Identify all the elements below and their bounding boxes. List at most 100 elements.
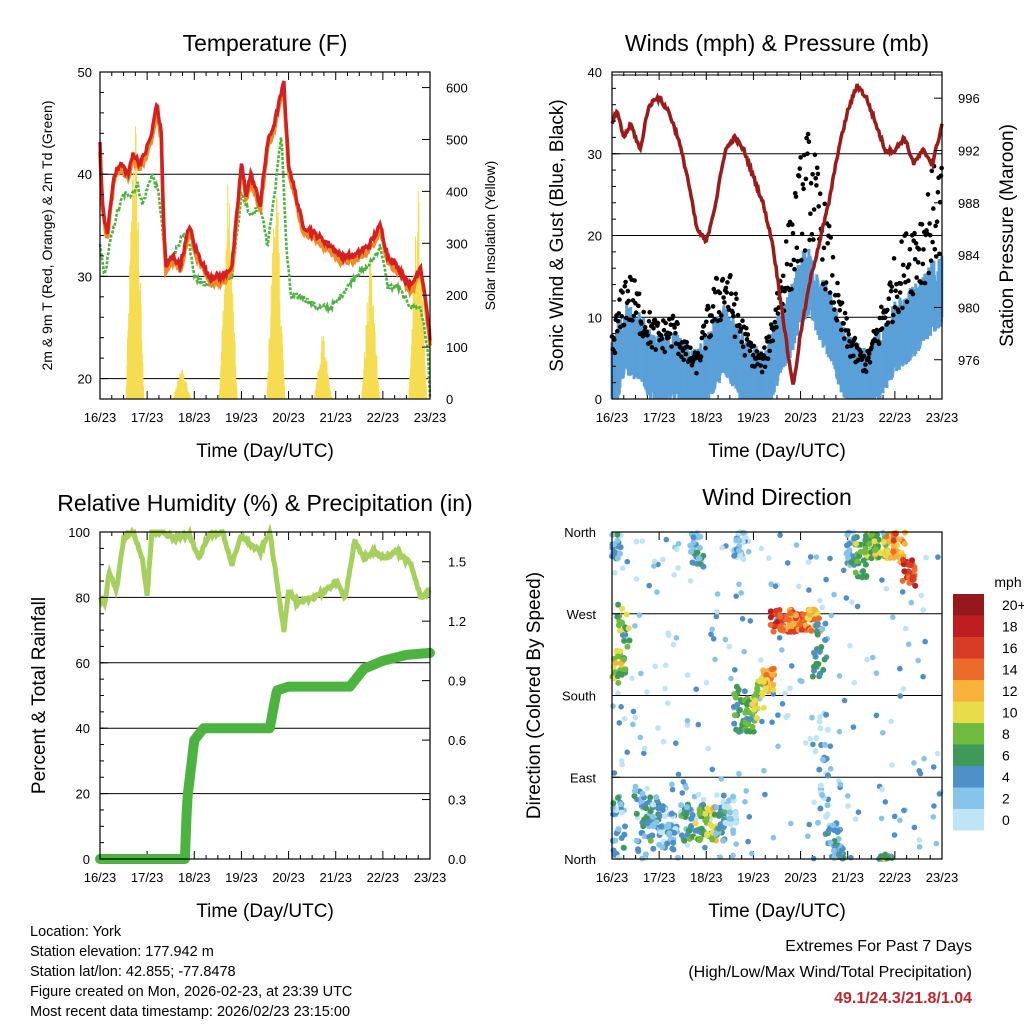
direction-point: [712, 656, 718, 663]
direction-point: [779, 701, 786, 707]
gust-point: [851, 353, 856, 359]
direction-point: [822, 620, 829, 627]
direction-point: [880, 730, 886, 736]
direction-point: [649, 813, 656, 820]
direction-point: [897, 693, 903, 699]
direction-point: [740, 529, 747, 536]
gust-point: [767, 348, 772, 354]
direction-point: [674, 546, 680, 553]
gust-point: [662, 349, 668, 355]
x-tick-label: 17/23: [643, 870, 676, 885]
gust-point: [641, 309, 646, 315]
gust-point: [717, 290, 723, 296]
y-axis-label: Percent & Total Rainfall: [29, 597, 50, 794]
direction-point: [637, 734, 644, 741]
direction-point: [769, 719, 775, 725]
gust-point: [845, 328, 851, 333]
x-axis-label: Time (Day/UTC): [708, 901, 846, 922]
direction-point: [641, 750, 647, 757]
gust-point: [925, 192, 931, 197]
direction-point: [675, 540, 682, 547]
gust-point: [704, 319, 709, 325]
y2-tick-label: 0.0: [448, 852, 466, 867]
gust-point: [845, 344, 850, 349]
y-tick-label: 50: [78, 65, 92, 80]
gust-point: [646, 319, 652, 324]
direction-point: [734, 701, 741, 708]
gust-point: [842, 336, 847, 341]
x-tick-label: 17/23: [643, 410, 676, 425]
direction-point: [916, 768, 922, 774]
legend-label: 20+: [1002, 597, 1024, 613]
gust-point: [879, 326, 885, 332]
direction-point: [733, 841, 739, 847]
direction-point: [785, 712, 791, 719]
gust-point: [762, 345, 767, 350]
direction-point: [740, 556, 747, 563]
gust-point: [703, 345, 708, 351]
gust-point: [919, 222, 925, 227]
gust-point: [888, 288, 894, 294]
direction-point: [873, 670, 880, 676]
direction-point: [863, 574, 870, 580]
gust-point: [810, 172, 815, 177]
direction-point: [819, 756, 826, 763]
direction-point: [644, 785, 650, 792]
gust-point: [930, 239, 935, 245]
gust-point: [730, 310, 735, 315]
direction-point: [632, 714, 639, 721]
direction-point: [681, 837, 688, 844]
gust-point: [672, 325, 677, 330]
gust-point: [814, 183, 819, 188]
gust-point: [626, 298, 631, 304]
x-tick-label: 23/23: [414, 870, 447, 885]
gust-point: [891, 256, 897, 261]
gust-point: [799, 258, 804, 263]
gust-point: [663, 320, 668, 326]
direction-point: [643, 805, 649, 812]
direction-point: [828, 612, 835, 619]
direction-point: [624, 643, 631, 650]
gust-point: [899, 239, 904, 244]
direction-point: [616, 720, 623, 726]
gust-point: [714, 276, 720, 281]
direction-point: [776, 635, 783, 641]
gust-point: [903, 231, 909, 236]
direction-point: [702, 810, 709, 817]
direction-point: [844, 793, 851, 799]
y-tick-label: 0: [595, 392, 602, 407]
direction-point: [621, 637, 628, 644]
direction-point: [617, 544, 624, 551]
gust-point: [910, 291, 916, 297]
direction-point: [619, 761, 625, 768]
y2-tick-label: 996: [958, 91, 980, 106]
legend-label: 0: [1002, 812, 1010, 828]
direction-point: [669, 781, 675, 788]
solar-insolation-line: [219, 184, 238, 400]
direction-point: [665, 824, 672, 830]
y2-tick-label: 100: [446, 340, 468, 355]
gust-point: [836, 292, 841, 298]
gust-point: [842, 310, 848, 316]
direction-point: [671, 572, 677, 578]
gust-point: [804, 135, 809, 141]
direction-point: [921, 755, 927, 762]
direction-point: [619, 565, 626, 572]
direction-point: [641, 833, 648, 840]
solar-insolation-line: [266, 196, 286, 400]
legend-swatch: [953, 615, 984, 637]
direction-point: [614, 555, 621, 562]
direction-point: [670, 641, 677, 648]
direction-point: [654, 589, 660, 595]
direction-point: [624, 749, 630, 755]
gust-point: [813, 176, 818, 181]
direction-point: [852, 569, 859, 576]
direction-point: [902, 625, 909, 632]
gust-point: [834, 317, 840, 323]
direction-point: [619, 605, 626, 612]
extremes-subtitle: (High/Low/Max Wind/Total Precipitation): [688, 964, 972, 981]
direction-point: [807, 554, 814, 560]
direction-point: [702, 817, 709, 824]
direction-point: [696, 555, 702, 562]
gust-point: [811, 237, 816, 242]
